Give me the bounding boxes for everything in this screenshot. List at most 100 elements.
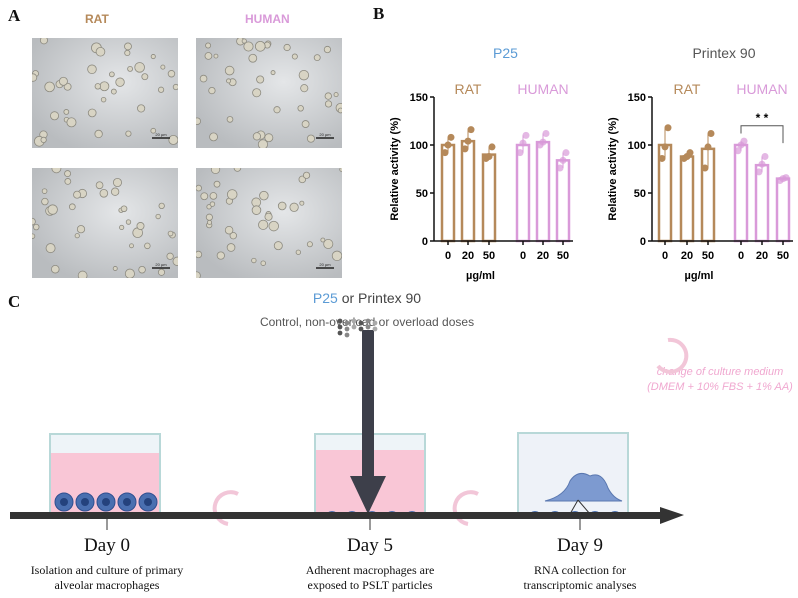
cell (196, 184, 202, 192)
group-label: RAT (455, 81, 482, 97)
cell (167, 70, 176, 78)
cell (64, 170, 72, 178)
or-label: or (337, 290, 359, 306)
cell (87, 108, 97, 118)
bar (555, 159, 571, 243)
micrograph-rat-2: 20 µm (32, 168, 178, 278)
day-desc-2: exposed to PSLT particles (307, 578, 433, 592)
group-label: HUMAN (517, 81, 568, 97)
x-tick-label: 50 (702, 250, 714, 262)
cell (339, 168, 342, 173)
chart-title: Printex 90 (692, 45, 755, 61)
cell (99, 189, 109, 198)
cell (58, 76, 68, 86)
data-point (661, 143, 669, 151)
human-header: HUMAN (245, 12, 290, 26)
scale-bar-label: 20 µm (319, 262, 331, 267)
cell (324, 100, 333, 108)
particle (344, 332, 350, 338)
data-point (761, 153, 769, 161)
cell (95, 46, 106, 57)
x-tick-label: 50 (557, 250, 569, 262)
cell (324, 92, 332, 100)
cell (138, 265, 146, 274)
cell (51, 168, 62, 174)
cell (196, 117, 201, 125)
rat-header: RAT (85, 12, 109, 26)
cell (155, 213, 161, 220)
data-point (447, 133, 455, 141)
cell (110, 88, 117, 95)
significance-bracket (740, 125, 784, 144)
cell (124, 49, 131, 57)
x-tick-label: 0 (445, 250, 451, 262)
cell (298, 69, 310, 81)
cell (248, 53, 258, 63)
cell (259, 190, 269, 201)
cell (252, 88, 262, 98)
cell (172, 83, 178, 91)
cell (94, 129, 103, 139)
particle (344, 320, 350, 326)
chart-title: P25 (493, 45, 518, 61)
cell (167, 230, 174, 237)
x-tick-label: 20 (462, 250, 474, 262)
cell (157, 86, 165, 93)
particle (351, 318, 357, 324)
cell (210, 168, 221, 175)
group-label: RAT (674, 81, 701, 97)
data-point (464, 137, 472, 145)
timeline-arrowhead-icon (660, 507, 684, 524)
cell (137, 104, 146, 113)
day-label: Day 9 (557, 535, 603, 556)
panel-label-b: B (373, 4, 385, 23)
cell (323, 238, 334, 249)
cell (302, 171, 311, 179)
cell (41, 188, 48, 194)
cell (277, 201, 287, 211)
well-day9 (517, 432, 629, 519)
cell (291, 53, 298, 60)
cell (295, 249, 301, 255)
cell (213, 180, 221, 188)
cell (209, 201, 216, 207)
data-point (539, 138, 547, 146)
timeline-ticks (106, 519, 581, 530)
data-point (461, 145, 469, 153)
data-point (664, 124, 672, 132)
data-point (522, 131, 530, 139)
cell (226, 116, 234, 123)
cell (254, 40, 266, 52)
data-point (758, 160, 766, 168)
cell (76, 225, 86, 234)
data-point (658, 154, 666, 162)
cell (100, 96, 107, 103)
x-tick-label: 20 (537, 250, 549, 262)
cell (50, 111, 60, 121)
cell (74, 233, 80, 239)
cell (39, 38, 48, 45)
cell (205, 42, 212, 49)
cell (226, 78, 232, 84)
cell (141, 73, 149, 81)
bar (754, 163, 770, 243)
data-point (488, 143, 496, 151)
cell (32, 73, 38, 82)
data-point (467, 126, 475, 134)
cell (256, 75, 265, 84)
bar (460, 139, 476, 243)
cell (226, 189, 238, 200)
cell (66, 117, 77, 128)
bar (440, 143, 456, 243)
cell (115, 77, 125, 87)
cell (251, 257, 257, 264)
cell (134, 62, 145, 73)
particle (351, 324, 357, 330)
scale-bar-label: 20 µm (155, 262, 167, 267)
x-axis-label: µg/ml (685, 270, 714, 282)
y-tick-label: 50 (416, 188, 428, 200)
data-point (516, 149, 524, 157)
micrograph-rat-1: 20 µm (32, 38, 178, 148)
cell (77, 270, 88, 278)
data-point (707, 129, 715, 137)
